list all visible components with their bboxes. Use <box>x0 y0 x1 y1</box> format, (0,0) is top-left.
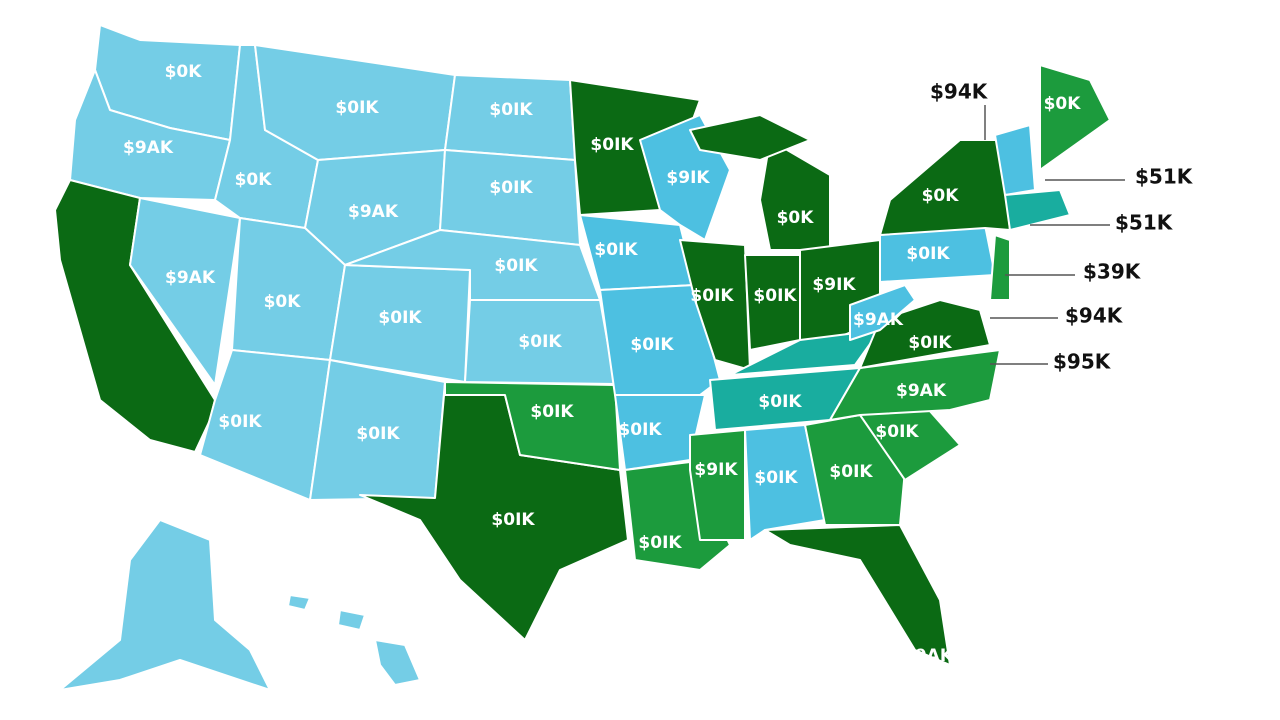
state-label: $0K <box>165 62 203 82</box>
state-me <box>1039 64 1111 171</box>
state-label: $0IK <box>758 392 802 412</box>
state-hi-1 <box>374 639 421 686</box>
state-la <box>624 461 731 571</box>
state-label: $0IK <box>908 333 952 353</box>
state-label: $0IK <box>489 178 533 198</box>
state-label: $0IK <box>489 100 533 120</box>
callout-lines <box>984 105 1125 365</box>
state-label: $0IK <box>829 462 873 482</box>
state-mi-up <box>689 114 811 161</box>
state-label: $9AK <box>896 381 947 401</box>
state-label: $0IK <box>753 286 797 306</box>
state-labels: $0K$9AK$0K$0IK $0IK$9AK$0IK$9AK$0K$0IK$0I… <box>123 62 1081 666</box>
state-label: $0K <box>235 170 273 190</box>
state-label: $0IK <box>356 424 400 444</box>
callout-label: $94K <box>930 80 989 104</box>
state-ma-ct <box>1004 189 1071 231</box>
state-label: $0IK <box>494 256 538 276</box>
state-label: $9AK <box>853 310 904 330</box>
state-label: $9IK <box>694 460 738 480</box>
state-label: $0IK <box>218 412 262 432</box>
state-il <box>679 239 751 371</box>
callout-label: $51K <box>1135 165 1194 189</box>
state-label: $9AK <box>903 646 954 666</box>
callout-label: $51K <box>1115 211 1174 235</box>
state-label: $9IK <box>812 275 856 295</box>
state-label: $9AK <box>348 202 399 222</box>
state-vt-nh <box>994 124 1036 196</box>
callouts: $94K $51K $51K $39K $94K $95K <box>930 80 1194 374</box>
state-label: $0IK <box>875 422 919 442</box>
callout-label: $94K <box>1065 304 1124 328</box>
state-label: $I7A <box>325 640 369 660</box>
state-label: $0IK <box>378 308 422 328</box>
state-nv <box>129 197 241 386</box>
state-label: $0IK <box>518 332 562 352</box>
callout-label: $95K <box>1053 350 1112 374</box>
state-label: $0IK <box>335 98 379 118</box>
state-fl <box>764 524 951 666</box>
state-nj <box>989 234 1011 301</box>
state-label: $0IK <box>690 286 734 306</box>
state-nc <box>829 349 1001 421</box>
state-label: $0IK <box>906 244 950 264</box>
callout-label: $39K <box>1083 260 1142 284</box>
state-label: $0IK <box>491 510 535 530</box>
state-label: $0IK <box>530 402 574 422</box>
state-ak <box>59 519 271 691</box>
state-label: $0IK <box>638 533 682 553</box>
state-label: $0IK <box>590 135 634 155</box>
state-label: $9AK <box>165 268 216 288</box>
state-al <box>744 424 826 541</box>
state-label: $0K <box>1044 94 1082 114</box>
state-label: $0IK <box>630 335 674 355</box>
state-label: $9IK <box>666 168 710 188</box>
state-wv <box>849 284 916 341</box>
state-ms <box>689 429 746 541</box>
states <box>54 24 1111 691</box>
state-label: $0IK <box>618 420 662 440</box>
state-label: $0IK <box>754 468 798 488</box>
state-label: $0K <box>922 186 960 206</box>
state-label: $9AK <box>123 138 174 158</box>
state-label: $0IK <box>594 240 638 260</box>
state-az <box>199 349 331 501</box>
state-label: $0K <box>777 208 815 228</box>
state-hi-3 <box>287 594 311 611</box>
state-label: $0K <box>264 292 302 312</box>
state-hi-2 <box>337 609 366 631</box>
